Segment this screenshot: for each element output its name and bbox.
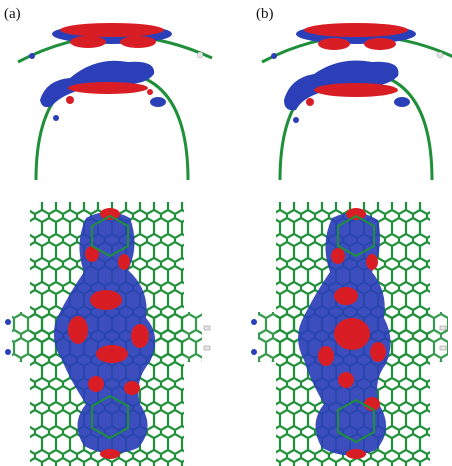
panel-b [251,23,452,466]
panel-a-label: (a) [4,6,21,22]
panel-a-cross-section [17,23,213,181]
panel-a [5,23,213,466]
panel-b-cross-section [261,23,452,181]
panel-b-label: (b) [256,6,274,22]
panel-a-top-red-lobe [60,23,164,37]
panel-b-side-view [251,202,448,466]
panel-a-side-view [5,202,211,466]
